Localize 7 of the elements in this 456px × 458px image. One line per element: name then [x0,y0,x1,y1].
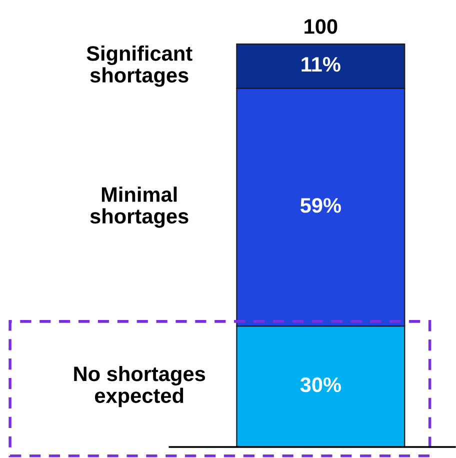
total-label: 100 [304,19,338,34]
data-label: 30% [300,377,341,392]
series-label: No shortages expected [74,366,206,408]
data-label: 59% [300,198,341,213]
text: Significant shortages [86,46,192,87]
text: Minimal shortages [90,186,188,228]
data-label: 11% [302,57,340,72]
